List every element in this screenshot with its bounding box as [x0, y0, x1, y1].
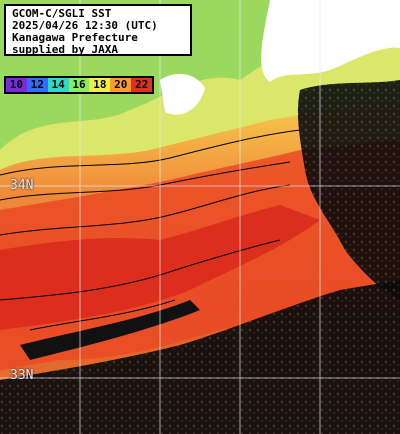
- cloud-south: [0, 280, 400, 434]
- info-line-4: supplied by JAXA: [12, 43, 118, 56]
- legend-cell: 22: [131, 78, 153, 92]
- legend-cell: 16: [68, 78, 90, 92]
- lat-label-34n: 34N: [10, 178, 34, 193]
- land-mass: [261, 0, 400, 82]
- legend-cell: 20: [110, 78, 132, 92]
- cloud-band: [20, 300, 200, 360]
- land-peninsula: [160, 73, 205, 115]
- info-line-3: Kanagawa Prefecture: [12, 31, 138, 44]
- legend-cell: 12: [26, 78, 48, 92]
- lat-label-33n: 33N: [10, 368, 34, 383]
- info-line-1: GCOM-C/SGLI SST: [12, 7, 112, 20]
- sst-legend: 10 12 14 16 18 20 22: [4, 76, 154, 94]
- cloud-east: [297, 80, 400, 300]
- info-line-2: 2025/04/26 12:30 (UTC): [12, 19, 158, 32]
- legend-cell: 14: [47, 78, 69, 92]
- legend-cell: 10: [6, 78, 27, 92]
- legend-cell: 18: [89, 78, 111, 92]
- info-box: GCOM-C/SGLI SST 2025/04/26 12:30 (UTC) K…: [4, 4, 192, 56]
